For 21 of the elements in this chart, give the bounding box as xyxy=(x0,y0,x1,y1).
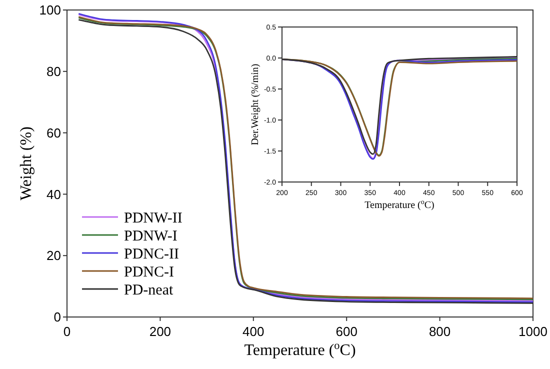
y-tick-label: 100 xyxy=(39,2,61,18)
y-axis-title: Weight (%) xyxy=(18,126,35,200)
legend-label: PDNW-I xyxy=(124,228,178,244)
x-tick-label: 800 xyxy=(428,324,451,339)
x-tick-label: 0 xyxy=(63,324,71,339)
y-axis-title: Der.Weight (%/min) xyxy=(250,64,261,146)
y-tick-label: 80 xyxy=(46,64,61,79)
y-tick-label: 20 xyxy=(46,248,61,264)
x-tick-label: 1000 xyxy=(518,324,548,339)
legend-label: PDNW-II xyxy=(124,210,182,226)
y-tick-label: 40 xyxy=(46,186,61,202)
x-tick-label: 400 xyxy=(242,324,264,339)
x-axis-title: Temperature ($^{o}$C) xyxy=(364,198,434,211)
legend-label: PD-neat xyxy=(124,282,174,298)
y-tick-label: 60 xyxy=(46,125,61,140)
legend-label: PDNC-I xyxy=(124,264,174,280)
legend-label: PDNC-II xyxy=(124,246,179,262)
x-axis-title: Temperature ($^{o}$C) xyxy=(244,340,356,359)
y-tick-label: 0 xyxy=(54,310,61,325)
x-tick-label: 600 xyxy=(336,324,358,339)
x-tick-label: 200 xyxy=(149,324,172,339)
